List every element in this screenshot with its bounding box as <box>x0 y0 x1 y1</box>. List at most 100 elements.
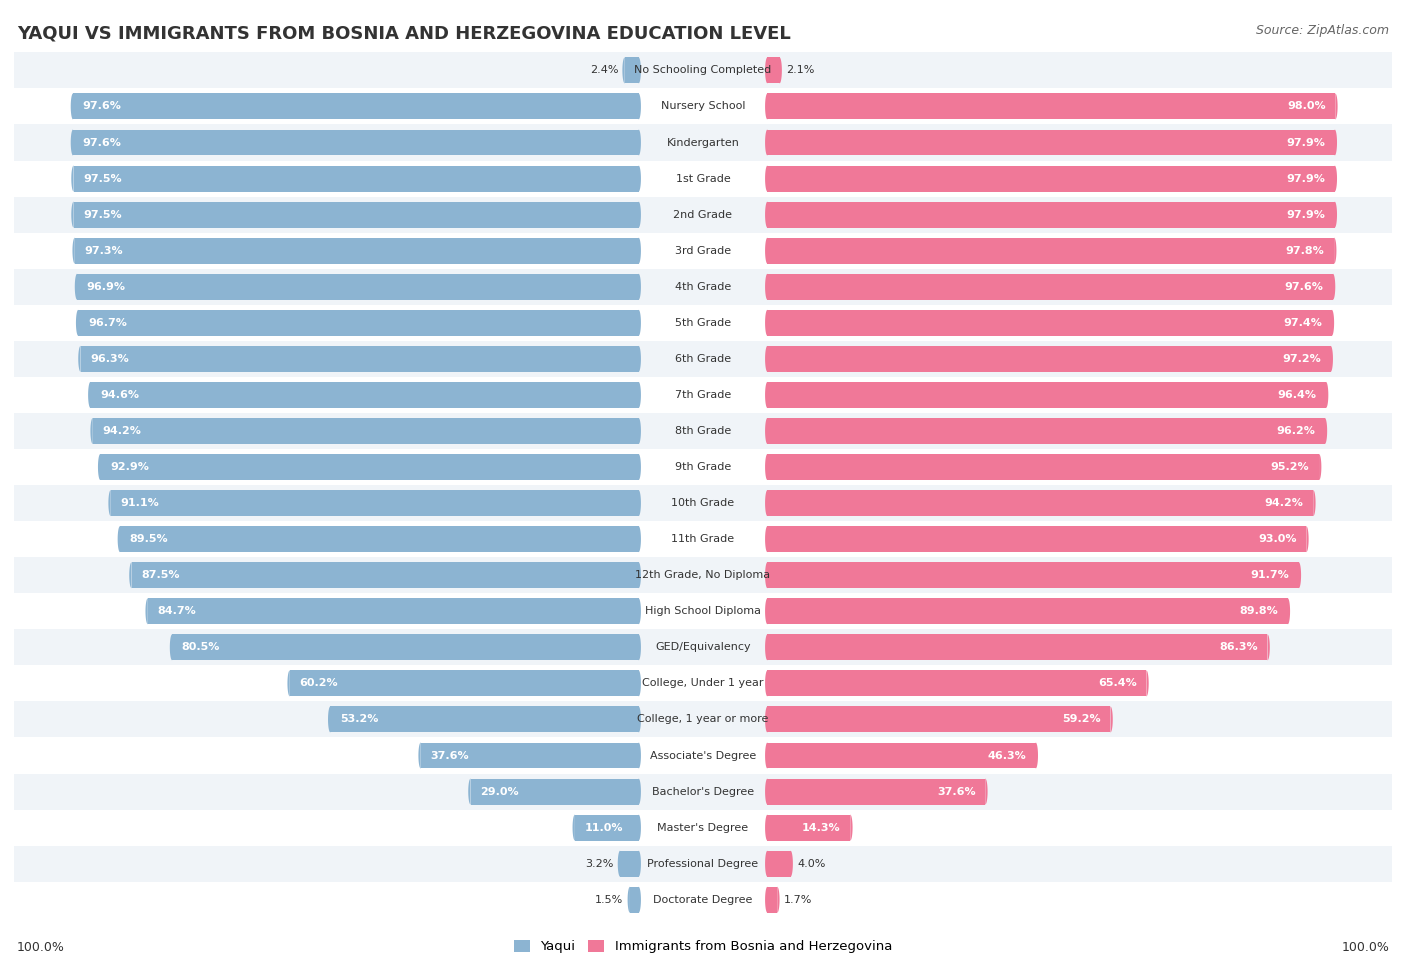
Text: 96.3%: 96.3% <box>90 354 129 364</box>
Polygon shape <box>1319 454 1322 480</box>
Bar <box>768 58 779 84</box>
Polygon shape <box>638 490 641 516</box>
Text: 97.6%: 97.6% <box>83 137 121 147</box>
Polygon shape <box>72 166 73 191</box>
Text: 3.2%: 3.2% <box>585 859 613 869</box>
Bar <box>768 707 1111 732</box>
Polygon shape <box>75 274 77 299</box>
Polygon shape <box>638 599 641 624</box>
Text: 92.9%: 92.9% <box>110 462 149 472</box>
Bar <box>14 737 1392 773</box>
Text: 2nd Grade: 2nd Grade <box>673 210 733 219</box>
Bar <box>14 557 1392 593</box>
Bar <box>93 418 638 444</box>
Polygon shape <box>1334 130 1337 155</box>
Polygon shape <box>1330 346 1333 371</box>
Bar <box>14 809 1392 845</box>
Text: 94.2%: 94.2% <box>103 426 141 436</box>
Bar <box>624 58 638 84</box>
Bar <box>14 881 1392 917</box>
Polygon shape <box>572 815 575 840</box>
Text: 97.2%: 97.2% <box>1282 354 1322 364</box>
Bar <box>620 851 638 877</box>
Text: 4.0%: 4.0% <box>797 859 825 869</box>
Bar <box>768 563 1299 588</box>
Text: 94.2%: 94.2% <box>1265 498 1303 508</box>
Polygon shape <box>89 382 90 408</box>
Bar <box>73 94 638 119</box>
Polygon shape <box>129 563 132 588</box>
Text: Professional Degree: Professional Degree <box>647 859 759 869</box>
Bar <box>471 779 638 804</box>
Bar <box>768 886 778 913</box>
Polygon shape <box>638 526 641 552</box>
Polygon shape <box>328 707 330 732</box>
Bar <box>14 233 1392 269</box>
Text: 97.5%: 97.5% <box>83 174 122 183</box>
Text: 12th Grade, No Diploma: 12th Grade, No Diploma <box>636 570 770 580</box>
Polygon shape <box>145 599 148 624</box>
Text: 11.0%: 11.0% <box>585 823 623 833</box>
Polygon shape <box>790 851 793 877</box>
Text: 89.8%: 89.8% <box>1239 606 1278 616</box>
Polygon shape <box>638 671 641 696</box>
Text: 96.9%: 96.9% <box>87 282 125 292</box>
Polygon shape <box>638 58 641 84</box>
Polygon shape <box>1267 635 1270 660</box>
Polygon shape <box>90 418 93 444</box>
Text: 97.5%: 97.5% <box>83 210 122 219</box>
Polygon shape <box>1334 166 1337 191</box>
Bar <box>73 130 638 155</box>
Polygon shape <box>765 382 768 408</box>
Polygon shape <box>765 599 768 624</box>
Polygon shape <box>623 58 624 84</box>
Polygon shape <box>1324 418 1327 444</box>
Polygon shape <box>765 274 768 299</box>
Polygon shape <box>638 238 641 263</box>
Polygon shape <box>638 635 641 660</box>
Text: Bachelor's Degree: Bachelor's Degree <box>652 787 754 797</box>
Text: 6th Grade: 6th Grade <box>675 354 731 364</box>
Bar <box>768 310 1331 335</box>
Bar <box>75 238 638 263</box>
Bar <box>14 53 1392 89</box>
Bar <box>14 773 1392 809</box>
Polygon shape <box>1334 202 1337 227</box>
Text: 98.0%: 98.0% <box>1286 101 1326 111</box>
Bar <box>420 743 638 768</box>
Polygon shape <box>765 707 768 732</box>
Bar <box>14 449 1392 486</box>
Text: Kindergarten: Kindergarten <box>666 137 740 147</box>
Bar <box>768 130 1334 155</box>
Polygon shape <box>765 743 768 768</box>
Polygon shape <box>72 202 73 227</box>
Text: 91.1%: 91.1% <box>121 498 159 508</box>
Polygon shape <box>1111 707 1112 732</box>
Polygon shape <box>638 382 641 408</box>
Text: 80.5%: 80.5% <box>181 643 221 652</box>
Text: 9th Grade: 9th Grade <box>675 462 731 472</box>
Bar <box>14 89 1392 125</box>
Bar <box>14 161 1392 197</box>
Polygon shape <box>638 166 641 191</box>
Bar <box>73 166 638 191</box>
Text: College, Under 1 year: College, Under 1 year <box>643 679 763 688</box>
Polygon shape <box>1326 382 1329 408</box>
Polygon shape <box>638 851 641 877</box>
Bar <box>768 346 1330 371</box>
Polygon shape <box>765 58 768 84</box>
Polygon shape <box>1288 599 1291 624</box>
Polygon shape <box>765 238 768 263</box>
Text: YAQUI VS IMMIGRANTS FROM BOSNIA AND HERZEGOVINA EDUCATION LEVEL: YAQUI VS IMMIGRANTS FROM BOSNIA AND HERZ… <box>17 24 790 42</box>
Bar <box>14 521 1392 557</box>
Polygon shape <box>1306 526 1309 552</box>
Bar <box>14 665 1392 701</box>
Bar <box>768 743 1036 768</box>
Text: 97.9%: 97.9% <box>1286 137 1324 147</box>
Bar <box>73 202 638 227</box>
Text: 97.3%: 97.3% <box>84 246 124 255</box>
Polygon shape <box>79 346 80 371</box>
Polygon shape <box>986 779 987 804</box>
Polygon shape <box>765 526 768 552</box>
Bar <box>630 886 638 913</box>
